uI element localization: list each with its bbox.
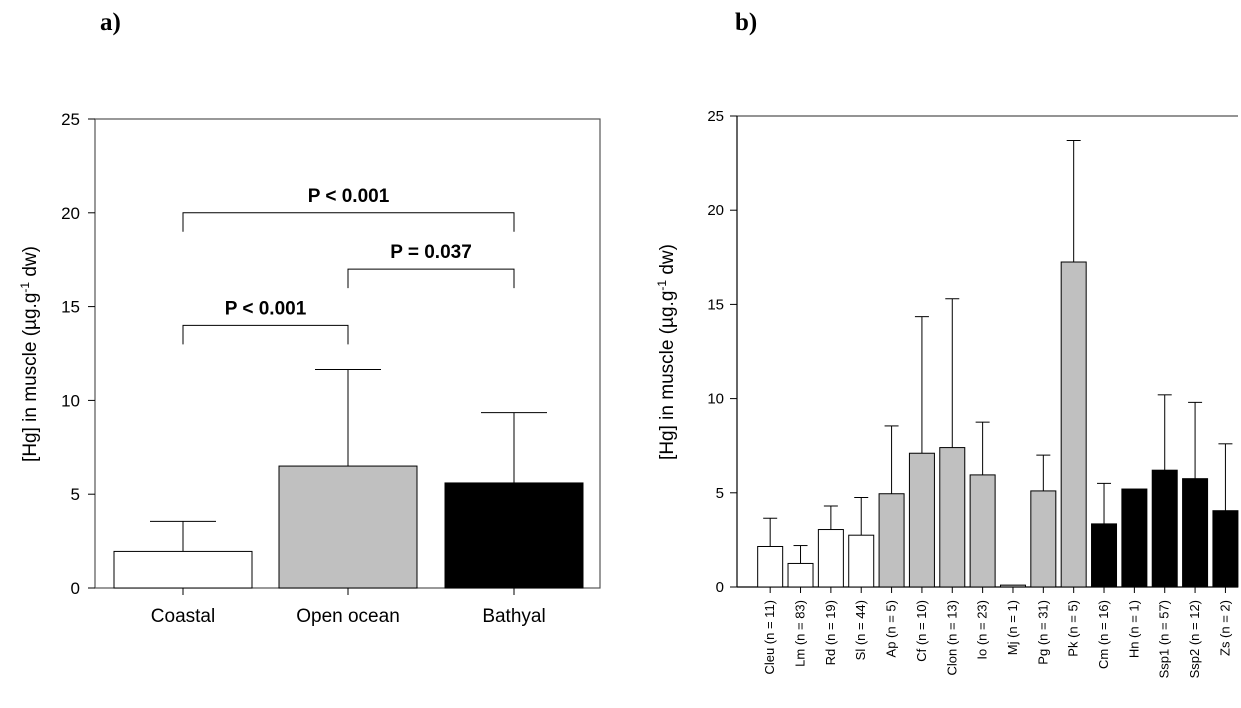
y-tick-label-b: 10 [707, 391, 724, 408]
bar-b [1151, 469, 1178, 588]
category-label-a: Open ocean [296, 606, 400, 627]
category-label-b: Rd (n = 19) [823, 600, 838, 665]
panel-b-label: b) [735, 9, 757, 36]
category-label-b: Cm (n = 16) [1096, 600, 1111, 669]
y-tick-label-b: 0 [716, 579, 724, 596]
chart-b-ylabel: [Hg] in muscle (µg.g-1 dw) [655, 244, 678, 460]
category-label-b: Cleu (n = 11) [762, 600, 777, 675]
significance-bracket [347, 268, 515, 289]
category-label-a: Bathyal [482, 606, 545, 627]
category-label-b: Ssp1 (n = 57) [1157, 600, 1172, 678]
panel-a-label: a) [100, 9, 121, 36]
category-label-a: Coastal [151, 606, 215, 627]
significance-bracket [182, 324, 349, 345]
category-label-b: Pg (n = 31) [1035, 600, 1050, 665]
chart-b: [Hg] in muscle (µg.g-1 dw) 0 5 10 15 20 25 Cle… [655, 108, 1239, 678]
category-label-b: Ap (n = 5) [884, 600, 899, 657]
y-tick-label-b: 25 [707, 108, 724, 125]
y-tick-label-b: 15 [707, 296, 724, 313]
y-tick-label-b: 5 [716, 485, 724, 502]
bar-b [757, 545, 784, 588]
bar-b [1060, 261, 1087, 588]
bar-b [1212, 510, 1239, 588]
p-value-label: P < 0.001 [225, 298, 307, 319]
chart-a-ylabel: [Hg] in muscle (µg.g-1 dw) [18, 246, 41, 462]
y-tick-label-a: 10 [61, 391, 80, 410]
y-tick-label-a: 25 [61, 110, 80, 129]
category-label-b: Sl (n = 44) [853, 600, 868, 660]
bar-b [939, 447, 966, 588]
bar-b [1121, 488, 1148, 588]
y-tick-label-a: 15 [61, 298, 80, 317]
chart-a: [Hg] in muscle (µg.g-1 dw) 0 5 10 15 20 25 Coa… [18, 110, 601, 627]
significance-bracket [182, 212, 515, 232]
category-label-b: Cf (n = 10) [914, 600, 929, 662]
bar-b [999, 584, 1026, 588]
bar-a [278, 465, 418, 589]
bar-b [1182, 478, 1209, 588]
bar-a [113, 550, 253, 589]
bar-a [444, 482, 584, 589]
bar-b [817, 529, 844, 588]
y-tick-label-a: 0 [71, 579, 80, 598]
y-tick-label-b: 20 [707, 202, 724, 219]
bar-b [787, 562, 814, 588]
bar-b [848, 534, 875, 588]
category-label-b: Lm (n = 83) [793, 600, 808, 667]
y-tick-label-a: 5 [71, 485, 80, 504]
category-label-b: Io (n = 23) [975, 600, 990, 660]
category-label-b: Clon (n = 13) [944, 600, 959, 676]
p-value-label: P = 0.037 [390, 242, 472, 263]
category-label-b: Pk (n = 5) [1066, 600, 1081, 657]
category-label-b: Zs (n = 2) [1217, 600, 1232, 656]
bar-b [1091, 523, 1118, 588]
category-label-b: Mj (n = 1) [1005, 600, 1020, 655]
bar-b [1030, 490, 1057, 588]
category-label-b: Hn (n = 1) [1126, 600, 1141, 658]
y-tick-label-a: 20 [61, 204, 80, 223]
bar-b [969, 474, 996, 588]
bar-b [908, 452, 935, 588]
p-value-label: P < 0.001 [308, 186, 390, 207]
category-label-b: Ssp2 (n = 12) [1187, 600, 1202, 678]
bar-b [878, 493, 905, 588]
